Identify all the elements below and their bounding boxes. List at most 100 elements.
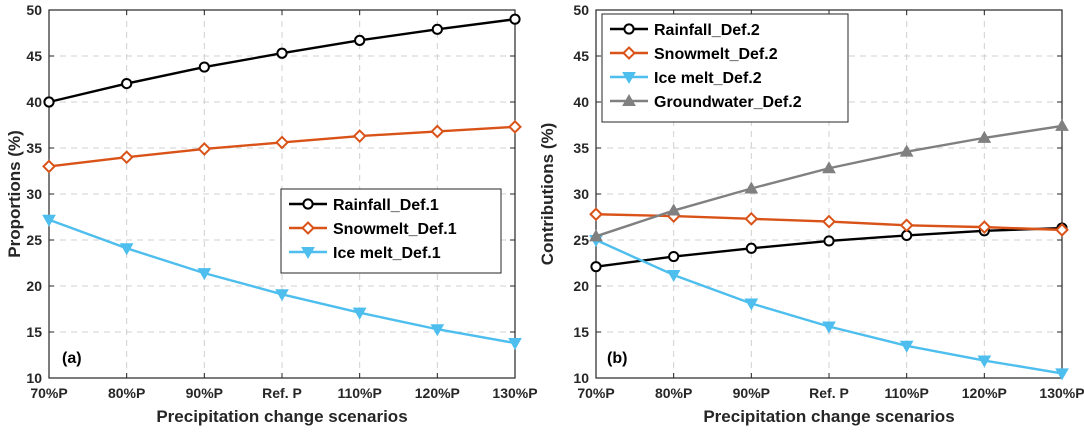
y-tick-label: 30 <box>573 186 589 202</box>
data-point <box>354 34 366 46</box>
x-tick-label: 70%P <box>30 385 67 401</box>
y-tick-label: 10 <box>26 370 42 386</box>
y-tick-label: 40 <box>26 94 42 110</box>
panel-tag: (b) <box>607 350 627 367</box>
y-tick-label: 35 <box>573 140 589 156</box>
data-point <box>823 235 835 247</box>
data-point <box>42 159 56 174</box>
data-point <box>899 144 914 157</box>
data-point <box>197 142 212 156</box>
data-point <box>745 242 757 254</box>
data-point <box>431 23 443 35</box>
panel-tag: (a) <box>62 350 82 367</box>
data-point <box>430 324 445 337</box>
y-tick-label: 20 <box>573 278 589 294</box>
data-point <box>276 47 288 59</box>
legend-box <box>601 13 849 123</box>
data-point <box>590 261 602 273</box>
data-point <box>275 135 289 150</box>
series-ice-melt-def-2 <box>589 235 1069 381</box>
x-tick-label: 130%P <box>1039 385 1084 401</box>
data-point <box>744 181 759 194</box>
data-point <box>509 13 521 25</box>
series-rainfall-def-1 <box>43 13 521 108</box>
legend-entry: Snowmelt_Def.2 <box>654 46 778 63</box>
data-point <box>430 124 445 139</box>
data-point <box>508 119 522 134</box>
legend-marker <box>302 198 314 210</box>
y-tick-label: 35 <box>26 140 42 156</box>
data-point <box>119 150 134 165</box>
x-tick-label: Ref. P <box>262 385 302 401</box>
y-tick-label: 20 <box>26 278 42 294</box>
y-axis-label: Proportions (%) <box>5 130 24 258</box>
data-point <box>977 355 992 368</box>
x-tick-label: 70%P <box>577 385 614 401</box>
data-point <box>352 129 367 143</box>
x-tick-label: 120%P <box>415 385 460 401</box>
legend-marker <box>622 46 636 60</box>
data-point <box>119 243 134 256</box>
y-tick-label: 15 <box>573 324 589 340</box>
x-tick-label: 90%P <box>733 385 770 401</box>
data-point <box>275 289 289 302</box>
data-point <box>589 207 603 222</box>
data-point <box>1055 368 1069 381</box>
series-groundwater-def-2 <box>589 118 1069 242</box>
legend-entry: Groundwater_Def.2 <box>654 94 802 111</box>
x-tick-label: 110%P <box>884 385 928 401</box>
data-point <box>666 269 681 282</box>
legend: Rainfall_Def.1 Snowmelt_Def.1 Ice melt_Def… <box>280 188 502 274</box>
data-point <box>197 268 212 281</box>
data-point <box>508 338 522 351</box>
series-snowmelt-def-1 <box>42 119 522 174</box>
y-tick-label: 45 <box>573 48 589 64</box>
y-tick-label: 10 <box>573 370 589 386</box>
data-point <box>121 78 133 90</box>
legend-marker <box>301 221 315 235</box>
x-tick-label: 80%P <box>108 385 145 401</box>
legend-marker <box>622 93 636 106</box>
x-tick-label: 90%P <box>186 385 223 401</box>
x-tick-label: Ref. P <box>809 385 849 401</box>
data-point <box>668 250 680 263</box>
y-tick-label: 25 <box>26 232 42 248</box>
x-axis-label: Precipitation change scenarios <box>156 407 407 426</box>
y-axis-label: Contributions (%) <box>538 123 557 266</box>
x-tick-label: 130%P <box>492 385 537 401</box>
x-axis-label: Precipitation change scenarios <box>703 407 954 426</box>
panel-b: 10 15 20 25 30 35 40 45 50 70%P 80%P 90%P Ref. P 110%… <box>538 2 1084 426</box>
series-snowmelt-def-2 <box>589 207 1069 237</box>
data-point <box>666 203 681 216</box>
y-tick-label: 45 <box>26 48 42 64</box>
data-point <box>1055 222 1069 237</box>
data-point <box>42 214 56 227</box>
data-point <box>822 321 836 334</box>
x-tick-label: 120%P <box>962 385 1007 401</box>
panel-a: 10 15 20 25 30 35 40 45 50 70%P 80%P 90%P Ref. P 110%… <box>5 2 538 426</box>
legend-marker <box>623 23 635 35</box>
legend-entry: Ice melt_Def.2 <box>654 70 762 87</box>
y-tick-label: 15 <box>26 324 42 340</box>
legend-entry: Rainfall_Def.1 <box>333 197 439 214</box>
legend-marker <box>622 72 636 85</box>
series-ice-melt-def-1 <box>42 214 522 351</box>
data-point <box>198 61 210 73</box>
legend-entry: Rainfall_Def.2 <box>654 22 760 39</box>
legend-entry: Snowmelt_Def.1 <box>333 221 457 238</box>
x-tick-label: 80%P <box>655 385 692 401</box>
data-point <box>43 96 55 108</box>
y-tick-label: 40 <box>573 94 589 110</box>
y-tick-label: 30 <box>26 186 42 202</box>
y-tick-label: 25 <box>573 232 589 248</box>
data-point <box>822 161 836 174</box>
data-point <box>899 340 914 353</box>
legend-marker <box>301 247 315 260</box>
data-point <box>352 307 367 320</box>
x-tick-label: 110%P <box>337 385 381 401</box>
data-point <box>822 214 836 229</box>
data-point <box>977 130 992 143</box>
legend-entry: Ice melt_Def.1 <box>333 245 441 262</box>
data-point <box>899 218 914 233</box>
